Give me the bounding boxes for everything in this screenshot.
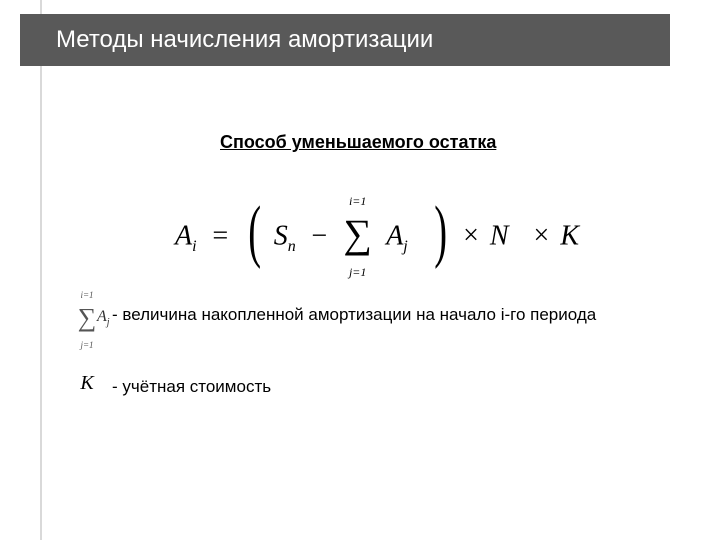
- formula-factor1: N: [490, 220, 509, 251]
- legend1-sum-sub: j: [107, 317, 110, 328]
- sigma-upper: i=1: [338, 194, 378, 209]
- sigma-icon: i=1 ∑ j=1: [338, 208, 378, 268]
- formula: Ai = ( Sn − i=1 ∑ j=1 Aj ) × N × K: [175, 175, 545, 265]
- legend1-text: - величина накопленной амортизации на на…: [112, 300, 596, 326]
- formula-factor2: K: [560, 220, 579, 251]
- legend1-symbol: i=1 ∑ j=1 Aj: [62, 300, 112, 344]
- formula-lhs-var: A: [175, 220, 192, 251]
- legend2-symbol: K: [62, 372, 112, 395]
- subheading: Способ уменьшаемого остатка: [220, 132, 496, 153]
- title-bar: Методы начисления амортизации: [20, 14, 670, 66]
- slide: Методы начисления амортизации Способ уме…: [0, 0, 720, 540]
- slide-title: Методы начисления амортизации: [56, 26, 433, 54]
- legend1-sigma-upper: i=1: [67, 290, 107, 300]
- legend2-k: K: [80, 372, 93, 394]
- formula-sum-sub: j: [403, 238, 407, 255]
- legend1-sum-var: A: [97, 308, 107, 325]
- formula-minus: −: [310, 220, 329, 251]
- sigma-small-icon: i=1 ∑ j=1 Aj: [67, 300, 107, 344]
- legend2-text: - учётная стоимость: [112, 372, 271, 398]
- times-1-icon: ×: [459, 220, 483, 251]
- formula-term1-sub: n: [288, 238, 296, 255]
- legend-item-1: i=1 ∑ j=1 Aj - величина накопленной амор…: [62, 300, 622, 344]
- paren-close-icon: ): [434, 197, 447, 267]
- formula-lhs-sub: i: [192, 238, 196, 255]
- formula-sum-var: A: [386, 220, 403, 251]
- sigma-lower: j=1: [338, 265, 378, 280]
- left-divider: [40, 0, 42, 540]
- legend-item-2: K - учётная стоимость: [62, 372, 622, 398]
- formula-eq: =: [211, 220, 230, 251]
- formula-term1-var: S: [274, 220, 288, 251]
- sigma-symbol: ∑: [338, 214, 378, 254]
- times-2-icon: ×: [530, 220, 554, 251]
- paren-open-icon: (: [249, 197, 262, 267]
- legend1-sigma-lower: j=1: [67, 340, 107, 350]
